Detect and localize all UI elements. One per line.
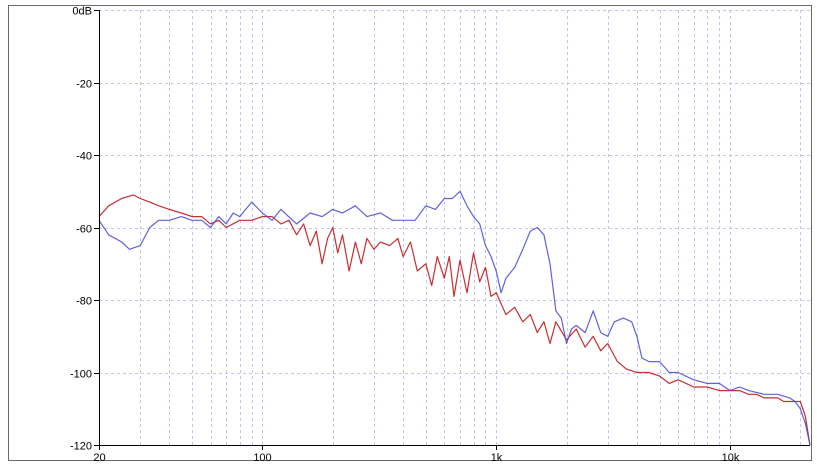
data-series: [98, 190, 811, 446]
chart-frame: [8, 5, 812, 461]
y-tick-label: -40: [76, 151, 92, 163]
x-tick-label: 100: [253, 452, 271, 464]
grid-lines: [99, 10, 810, 445]
plot-axes: [94, 10, 810, 450]
x-tick-label: 20: [93, 452, 105, 464]
x-tick-label: 10k: [722, 452, 740, 464]
x-tick-label: 1k: [491, 452, 503, 464]
y-tick-label: -120: [70, 441, 92, 453]
y-tick-label: -100: [70, 369, 92, 381]
series-line: [98, 194, 811, 446]
y-tick-label: -80: [76, 296, 92, 308]
series-line: [98, 190, 811, 446]
y-tick-label: -60: [76, 224, 92, 236]
y-tick-label: -20: [76, 79, 92, 91]
y-tick-label: 0dB: [72, 6, 92, 18]
